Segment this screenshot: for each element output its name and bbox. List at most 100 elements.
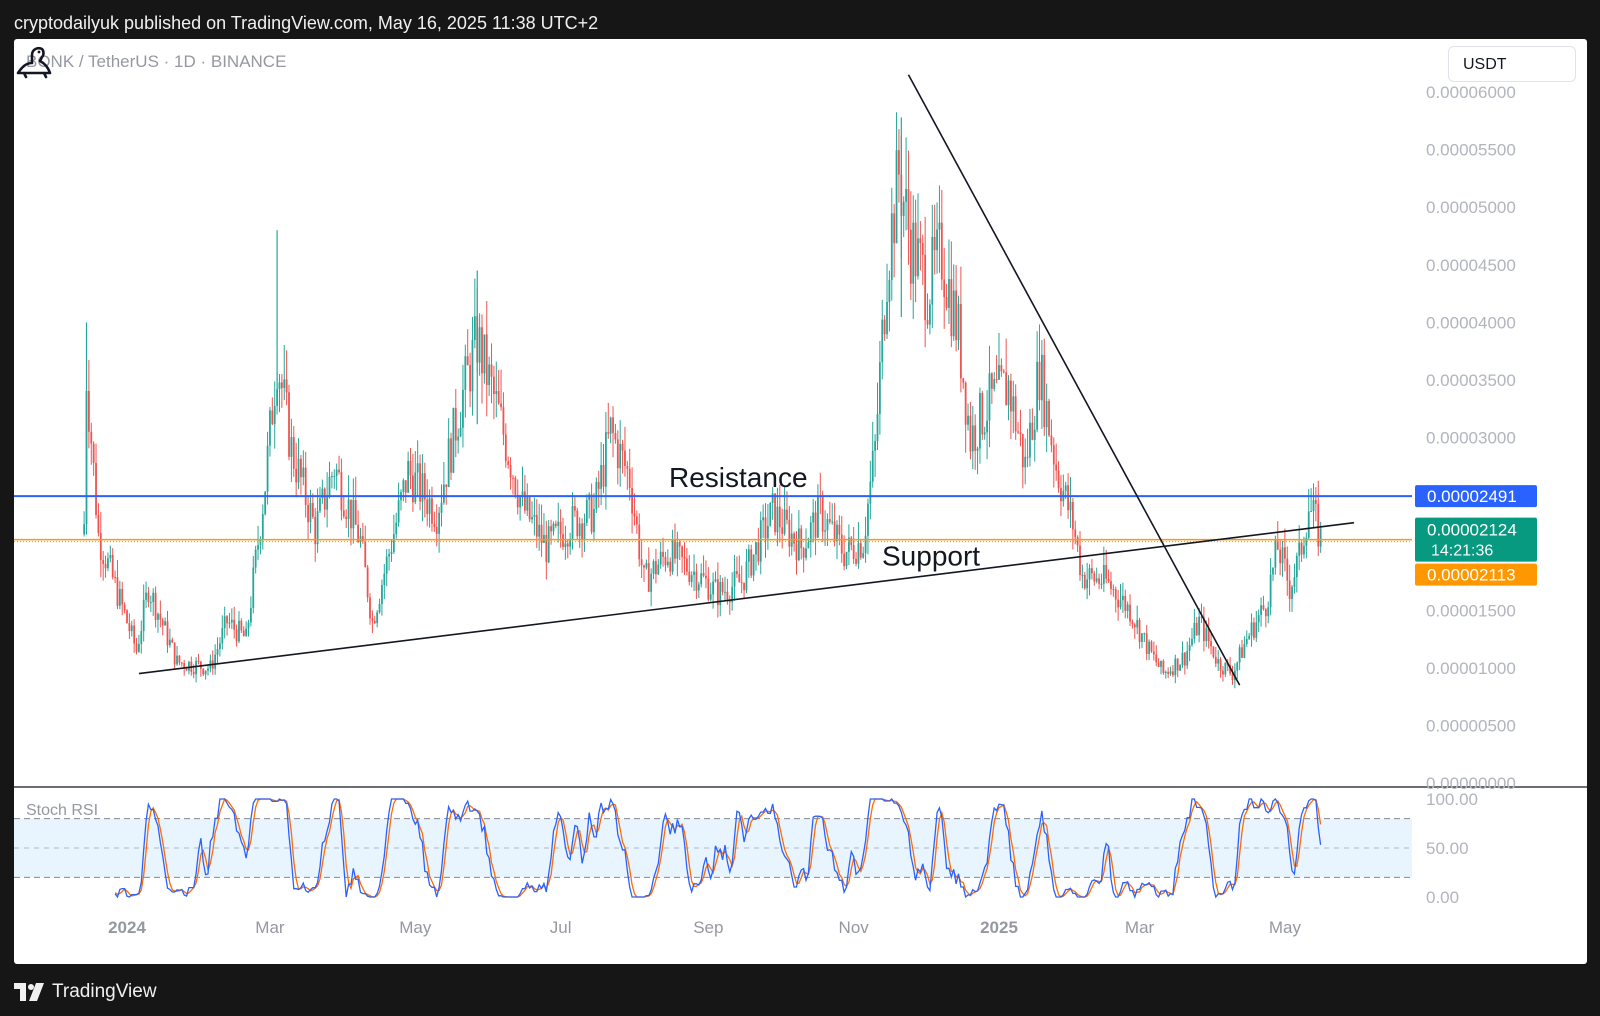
candle-body [674, 539, 676, 559]
candle [671, 529, 674, 575]
candle [1081, 564, 1084, 589]
footer-brand[interactable]: TradingView [14, 975, 157, 1009]
candle [874, 434, 877, 477]
candle-body [1260, 605, 1262, 615]
candle-body [733, 571, 736, 587]
candle [409, 448, 412, 490]
candle [543, 513, 545, 543]
candle-body [395, 522, 398, 535]
candle [1188, 637, 1191, 662]
candle-body [1076, 537, 1079, 546]
candle [142, 584, 145, 642]
candle-body [540, 524, 543, 543]
candle [292, 426, 295, 477]
stoch-rsi-label: Stoch RSI [26, 802, 98, 819]
candle-body [688, 571, 691, 582]
candle-body [652, 561, 655, 574]
candle [297, 438, 300, 490]
candle [921, 234, 924, 285]
candle-body [1100, 583, 1103, 585]
support-trendline[interactable] [138, 521, 1355, 675]
candle [1243, 636, 1246, 659]
price-axis[interactable]: 0.00006000 0.00005500 0.00005000 0.00004500… [1426, 83, 1516, 793]
candle [1148, 639, 1150, 661]
candle-body [709, 594, 712, 600]
candle [1281, 540, 1284, 577]
candle [442, 461, 445, 505]
candle [955, 265, 958, 352]
candle-body [121, 588, 124, 605]
candle-body [569, 539, 572, 547]
candle [800, 524, 803, 560]
candle [683, 542, 686, 575]
candle [204, 670, 207, 680]
candle [907, 150, 910, 265]
candle [924, 216, 927, 348]
candle-body [683, 556, 686, 559]
candle [914, 199, 917, 303]
candle-body [664, 556, 667, 566]
candle [604, 412, 607, 510]
candle [264, 490, 267, 516]
candle-body [1157, 662, 1160, 667]
stoch-rsi-pane[interactable]: Stoch RSI 100.00 50.00 0.00 [14, 790, 1478, 907]
candle-body [423, 473, 426, 500]
candle-body [1257, 614, 1260, 623]
candle [288, 384, 290, 461]
candle [319, 486, 321, 513]
candle [369, 593, 371, 625]
price-badges: 0.00002491 0.00002124 14:21:36 0.00002113 [1415, 485, 1537, 586]
candle-body [497, 391, 500, 404]
time-tick-label: Mar [255, 918, 285, 937]
candle-body [571, 506, 574, 540]
candle [912, 195, 915, 320]
candle [1224, 662, 1227, 678]
candle [1100, 573, 1103, 590]
candle [388, 548, 390, 571]
candle-body [176, 655, 178, 665]
candle-body [1250, 622, 1253, 636]
candle [1191, 628, 1193, 647]
candle-body [1279, 549, 1282, 564]
candle-body [990, 373, 993, 389]
downtrend-line[interactable] [907, 74, 1241, 686]
candle-body [669, 561, 672, 572]
candle [709, 582, 712, 602]
candle-body [502, 407, 505, 435]
candle-body [157, 613, 159, 620]
candle [650, 568, 653, 607]
candle [1272, 567, 1274, 582]
candle [917, 193, 919, 280]
candle-body [409, 460, 412, 476]
time-axis[interactable]: 2024 Mar May Jul Sep Nov 2025 Mar May [108, 918, 1301, 937]
candle [228, 613, 231, 629]
candle-body [481, 327, 483, 374]
candle [1043, 338, 1046, 437]
candle [1095, 567, 1098, 584]
candle [469, 352, 471, 408]
candle [152, 588, 155, 616]
candle-body [92, 443, 95, 464]
candle [659, 541, 662, 569]
candle [831, 503, 834, 525]
candle-body [1241, 647, 1243, 658]
currency-button[interactable]: USDT [1448, 46, 1576, 82]
candle [447, 418, 450, 488]
candle [705, 560, 707, 589]
candle-body [585, 499, 588, 524]
candle-body [1017, 431, 1019, 433]
candle [307, 495, 309, 540]
candle [269, 406, 271, 457]
candle-body [769, 502, 772, 527]
candle [602, 444, 605, 494]
candle-body [833, 521, 836, 542]
candle [223, 606, 226, 639]
candle-body [1148, 641, 1150, 654]
candle [540, 504, 543, 557]
candle-body [428, 498, 431, 514]
candle [1083, 571, 1086, 591]
candle [1155, 645, 1158, 667]
candle-body [166, 621, 169, 646]
candle-body [1112, 589, 1115, 591]
